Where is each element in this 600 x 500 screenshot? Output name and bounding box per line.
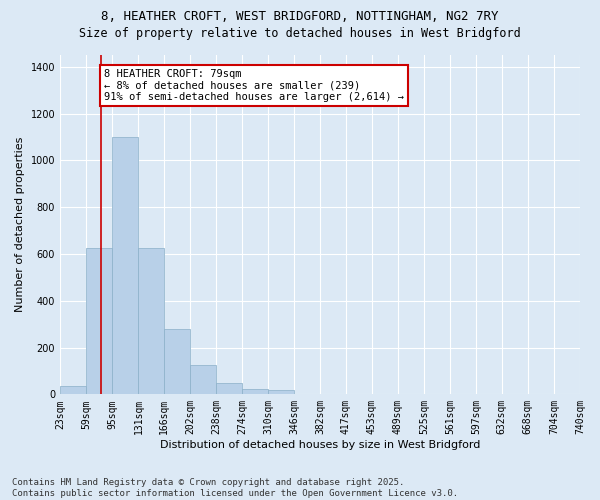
- Text: 8, HEATHER CROFT, WEST BRIDGFORD, NOTTINGHAM, NG2 7RY: 8, HEATHER CROFT, WEST BRIDGFORD, NOTTIN…: [101, 10, 499, 23]
- Bar: [86, 248, 112, 394]
- Bar: [216, 382, 242, 394]
- Text: Contains HM Land Registry data © Crown copyright and database right 2025.
Contai: Contains HM Land Registry data © Crown c…: [12, 478, 458, 498]
- Bar: [139, 248, 164, 394]
- Bar: [242, 389, 268, 394]
- Text: Size of property relative to detached houses in West Bridgford: Size of property relative to detached ho…: [79, 28, 521, 40]
- Bar: [190, 365, 216, 394]
- Y-axis label: Number of detached properties: Number of detached properties: [15, 137, 25, 312]
- Bar: [60, 386, 86, 394]
- Text: 8 HEATHER CROFT: 79sqm
← 8% of detached houses are smaller (239)
91% of semi-det: 8 HEATHER CROFT: 79sqm ← 8% of detached …: [104, 69, 404, 102]
- X-axis label: Distribution of detached houses by size in West Bridgford: Distribution of detached houses by size …: [160, 440, 480, 450]
- Bar: [164, 329, 190, 394]
- Bar: [112, 137, 139, 394]
- Bar: [268, 390, 294, 394]
